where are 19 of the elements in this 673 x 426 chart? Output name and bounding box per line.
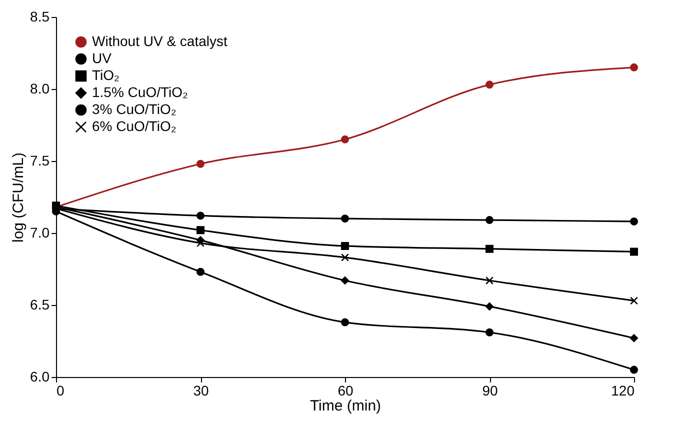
- x-tick-label: 90: [482, 382, 498, 398]
- y-tick-label: 8.5: [30, 8, 50, 24]
- y-tick-label: 7.5: [30, 152, 50, 168]
- legend-label: 3% CuO/TiO₂: [92, 101, 176, 117]
- y-tick-label: 7.0: [30, 224, 50, 240]
- legend-label: 6% CuO/TiO₂: [92, 118, 176, 134]
- legend-label: Without UV & catalyst: [92, 33, 228, 49]
- y-tick-label: 6.5: [30, 296, 50, 312]
- x-tick-label: 60: [338, 382, 354, 398]
- legend-label: TiO₂: [92, 67, 120, 83]
- legend-label: UV: [92, 50, 112, 66]
- y-tick-label: 6.0: [30, 368, 50, 384]
- legend-label: 1.5% CuO/TiO₂: [92, 84, 188, 100]
- y-tick-label: 8.0: [30, 80, 50, 96]
- x-axis-title: Time (min): [310, 398, 382, 414]
- y-axis-title: log (CFU/mL): [10, 152, 28, 243]
- x-tick-label: 0: [56, 382, 64, 398]
- x-tick-label: 30: [193, 382, 209, 398]
- x-tick-label: 120: [611, 382, 635, 398]
